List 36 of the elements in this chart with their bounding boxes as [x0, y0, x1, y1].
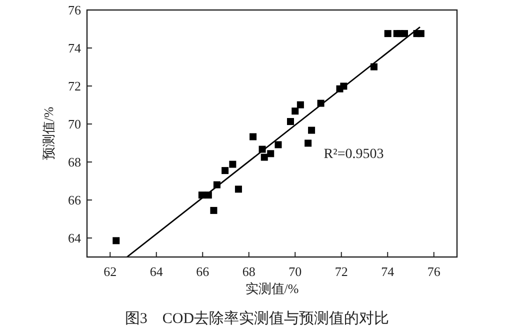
point: [274, 141, 282, 148]
point: [234, 186, 242, 193]
point: [229, 160, 236, 168]
point: [210, 206, 218, 214]
point: [304, 140, 312, 147]
point: [222, 167, 229, 174]
x-tick-label: 76: [427, 264, 441, 279]
x-tick-label: 74: [381, 264, 395, 279]
point: [250, 133, 257, 140]
point: [384, 30, 392, 38]
y-tick-label: 66: [68, 192, 82, 208]
caption: 图3 COD去除率实测值与预测值的对比: [124, 310, 390, 327]
point: [308, 126, 316, 134]
point: [112, 237, 120, 244]
y-tick-label: 70: [68, 116, 81, 132]
point: [292, 108, 299, 115]
x-tick-label: 64: [150, 264, 164, 279]
x-tick-label: 70: [288, 264, 302, 279]
x-tick-label: 68: [242, 264, 256, 279]
y-tick-label: 74: [68, 40, 82, 56]
annotation: R²=0.9503: [324, 147, 384, 162]
y-axis-title: 预测值/%: [41, 106, 56, 160]
x-tick-label: 62: [104, 264, 117, 279]
point: [267, 150, 274, 158]
x-axis-title: 实测值/%: [245, 281, 299, 296]
point: [417, 30, 424, 38]
x-tick-label: 66: [196, 264, 210, 279]
point: [296, 101, 304, 108]
point: [260, 154, 268, 161]
y-tick-label: 72: [68, 78, 81, 94]
y-tick-label: 76: [68, 2, 82, 18]
y-tick-label: 68: [68, 154, 81, 170]
y-tick-label: 64: [68, 230, 82, 246]
point: [401, 30, 408, 38]
point: [287, 118, 294, 126]
x-tick-label: 72: [334, 264, 348, 279]
